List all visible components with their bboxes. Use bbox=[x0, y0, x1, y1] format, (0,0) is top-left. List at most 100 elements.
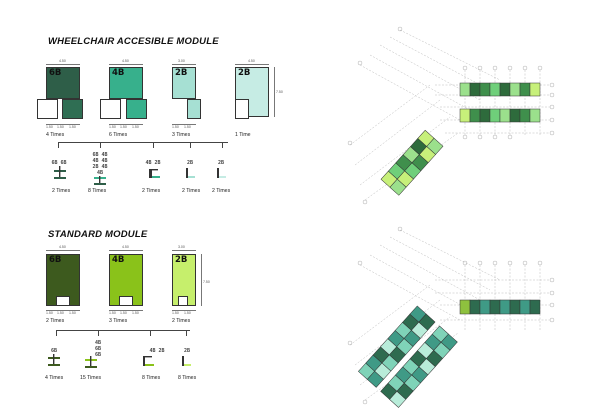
segment-label: 1.50 bbox=[57, 125, 64, 129]
module-block: 4B bbox=[109, 67, 143, 99]
segment-label: 1.50 bbox=[57, 311, 64, 315]
wheelchair-site-plan bbox=[347, 26, 555, 205]
module-notch bbox=[56, 296, 70, 306]
stack-label: 2B bbox=[186, 160, 194, 166]
module-code: 2B bbox=[238, 68, 251, 78]
module-annex bbox=[37, 99, 58, 119]
tree-line bbox=[186, 330, 187, 336]
stack-label: 6B 4B bbox=[92, 152, 108, 158]
module-block: 6B bbox=[46, 67, 80, 99]
segment-label: 1.50 bbox=[184, 125, 191, 129]
stacked-module-icon bbox=[149, 169, 160, 178]
height-label: 7.50 bbox=[276, 90, 283, 94]
stack-label: 6B bbox=[94, 352, 102, 358]
stack-label: 4B bbox=[96, 170, 104, 176]
dimension-line bbox=[109, 64, 143, 65]
stack-label: 4B 4B bbox=[92, 158, 108, 164]
segment-label: 1.50 bbox=[69, 311, 76, 315]
module-code: 6B bbox=[49, 255, 62, 265]
tree-line bbox=[150, 330, 151, 336]
dimension-line bbox=[172, 64, 196, 65]
stack-label: 2B 4B bbox=[92, 164, 108, 170]
times-label: 15 Times bbox=[80, 375, 102, 381]
times-label: 3 Times bbox=[109, 318, 128, 324]
times-label: 4 Times bbox=[45, 375, 64, 381]
module-annex bbox=[187, 99, 201, 119]
segment-label: 1.50 bbox=[184, 311, 191, 315]
tree-line bbox=[190, 142, 191, 148]
stacked-module-icon bbox=[54, 166, 66, 179]
times-label: 2 Times bbox=[52, 188, 71, 194]
times-label: 1 Time bbox=[235, 132, 251, 138]
width-label: 3.00 bbox=[178, 59, 185, 63]
stack-label: 4B bbox=[94, 340, 102, 346]
stacked-module-icon bbox=[186, 168, 195, 178]
module-code: 4B bbox=[112, 68, 125, 78]
segment-label: 1.50 bbox=[120, 125, 127, 129]
segment-label: 1.50 bbox=[109, 311, 116, 315]
segment-label: 1.50 bbox=[120, 311, 127, 315]
stacked-module-icon bbox=[85, 356, 97, 368]
times-label: 2 Times bbox=[182, 188, 201, 194]
segment-label: 1.50 bbox=[172, 311, 179, 315]
tree-line bbox=[100, 142, 101, 148]
tree-line bbox=[98, 330, 99, 336]
stacked-module-icon bbox=[48, 354, 60, 366]
dimension-line bbox=[46, 310, 80, 311]
times-label: 8 Times bbox=[178, 375, 197, 381]
dimension-line bbox=[172, 250, 196, 251]
standard-site-plan bbox=[347, 226, 555, 408]
dimension-line bbox=[109, 124, 143, 125]
width-label: 4.50 bbox=[122, 59, 129, 63]
stack-label: 2B bbox=[217, 160, 225, 166]
wheelchair-section-title: WHEELCHAIR ACCESIBLE MODULE bbox=[48, 36, 219, 47]
dimension-line bbox=[46, 124, 80, 125]
tree-line bbox=[56, 330, 190, 331]
times-label: 8 Times bbox=[88, 188, 107, 194]
times-label: 8 Times bbox=[142, 375, 161, 381]
dimension-line bbox=[109, 250, 143, 251]
segment-label: 1.50 bbox=[172, 125, 179, 129]
dimension-line bbox=[172, 310, 196, 311]
stacked-module-icon bbox=[143, 356, 154, 366]
height-dimension-line bbox=[274, 67, 275, 117]
width-label: 3.00 bbox=[178, 245, 185, 249]
standard-section-title: STANDARD MODULE bbox=[48, 229, 148, 240]
width-label: 4.50 bbox=[248, 59, 255, 63]
dimension-line bbox=[109, 310, 143, 311]
stack-label: 6B bbox=[94, 346, 102, 352]
module-annex bbox=[126, 99, 147, 119]
times-label: 2 Times bbox=[46, 318, 65, 324]
dimension-line bbox=[46, 64, 80, 65]
tree-line bbox=[58, 142, 228, 143]
stacked-module-icon bbox=[182, 356, 191, 366]
dimension-line bbox=[46, 250, 80, 251]
module-annex bbox=[62, 99, 83, 119]
width-label: 4.50 bbox=[59, 59, 66, 63]
tree-line bbox=[58, 142, 59, 148]
dimension-line bbox=[172, 124, 196, 125]
segment-label: 1.50 bbox=[132, 311, 139, 315]
module-notch bbox=[178, 296, 188, 306]
module-code: 2B bbox=[175, 68, 188, 78]
module-annex bbox=[235, 99, 249, 119]
width-label: 4.50 bbox=[59, 245, 66, 249]
module-notch bbox=[119, 296, 133, 306]
width-label: 4.50 bbox=[122, 245, 129, 249]
stack-label: 6B bbox=[50, 348, 58, 354]
segment-label: 1.50 bbox=[132, 125, 139, 129]
tree-line bbox=[56, 330, 57, 336]
stack-label: 2B bbox=[183, 348, 191, 354]
module-code: 4B bbox=[112, 255, 125, 265]
segment-label: 1.50 bbox=[46, 125, 53, 129]
tree-line bbox=[222, 142, 223, 148]
stacked-module-icon bbox=[217, 168, 226, 178]
times-label: 3 Times bbox=[172, 132, 191, 138]
segment-label: 1.50 bbox=[69, 125, 76, 129]
stacked-module-icon bbox=[94, 176, 106, 185]
height-label: 7.50 bbox=[203, 280, 210, 284]
times-label: 2 Times bbox=[142, 188, 161, 194]
module-code: 2B bbox=[175, 255, 188, 265]
height-dimension-line bbox=[201, 254, 202, 306]
dimension-line bbox=[235, 64, 269, 65]
